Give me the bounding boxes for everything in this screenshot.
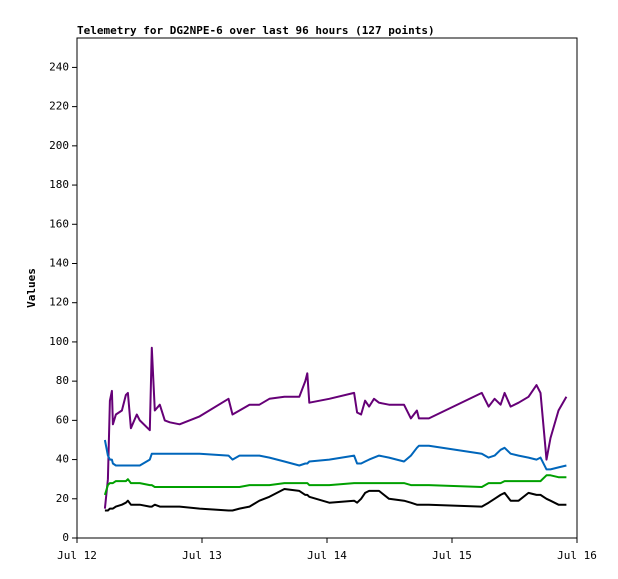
y-axis-label: Values (25, 268, 38, 308)
y-tick-label: 140 (49, 256, 69, 269)
y-tick-label: 240 (49, 60, 69, 73)
y-tick-label: 160 (49, 217, 69, 230)
y-tick-label: 0 (62, 531, 69, 544)
x-tick-label: Jul 16 (557, 549, 597, 562)
x-tick-label: Jul 12 (57, 549, 97, 562)
series-line (103, 474, 567, 496)
chart-title: Telemetry for DG2NPE-6 over last 96 hour… (77, 24, 435, 37)
y-tick-label: 120 (49, 296, 69, 309)
y-tick-label: 220 (49, 100, 69, 113)
y-tick-label: 200 (49, 139, 69, 152)
x-tick-label: Jul 13 (182, 549, 222, 562)
y-tick-label: 60 (56, 413, 69, 426)
y-tick-label: 20 (56, 492, 69, 505)
y-tick-label: 40 (56, 453, 69, 466)
series-line (104, 488, 567, 512)
x-tick-label: Jul 15 (432, 549, 472, 562)
x-tick-label: Jul 14 (307, 549, 347, 562)
y-tick-label: 180 (49, 178, 69, 191)
y-tick-label: 80 (56, 374, 69, 387)
series-line (103, 439, 567, 471)
series-line (103, 346, 568, 509)
y-tick-label: 100 (49, 335, 69, 348)
plot-frame (76, 37, 578, 539)
